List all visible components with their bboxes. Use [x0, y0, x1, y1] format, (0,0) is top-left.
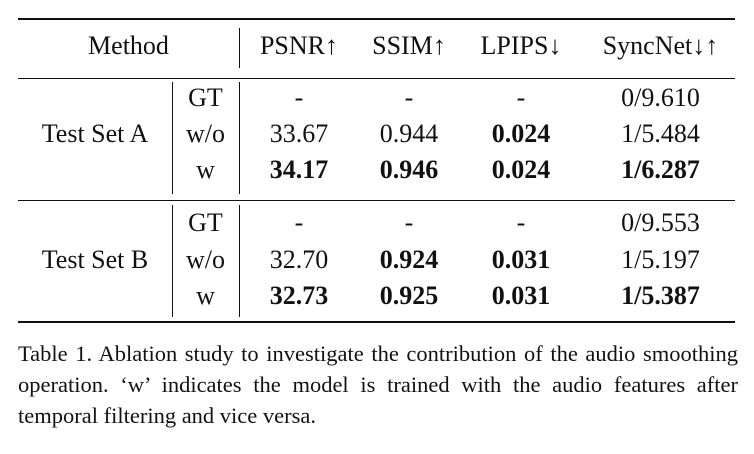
- group-b-row-w-lpips: 0.031: [491, 281, 551, 310]
- group-b-row-gt-variant: GT: [188, 208, 223, 237]
- group-b-row-wo-variant: w/o: [186, 245, 225, 274]
- top-rule: [18, 18, 735, 20]
- group-b-row-gt-psnr: -: [294, 208, 304, 237]
- group-b-row-wo-psnr: 32.70: [269, 245, 329, 274]
- group-a-row-gt-psnr: -: [294, 83, 304, 112]
- group-a-row-w-lpips: 0.024: [491, 155, 551, 184]
- group-a-row-wo-psnr: 33.67: [269, 119, 329, 148]
- group-a-variant-separator: [172, 82, 173, 194]
- table-caption: Table 1. Ablation study to investigate t…: [18, 341, 738, 428]
- group-a-row-gt-syncnet: 0/9.610: [621, 83, 700, 112]
- group-b-name: Test Set B: [41, 245, 149, 274]
- group-a-row-gt-lpips: -: [516, 83, 526, 112]
- header-ssim: SSIM↑: [372, 31, 446, 60]
- group-b-row-w-variant: w: [196, 281, 215, 310]
- group-b-variant-separator: [172, 205, 173, 317]
- header-rule: [18, 78, 735, 79]
- group-a-row-gt-ssim: -: [404, 83, 414, 112]
- group-b-values-separator: [239, 205, 240, 317]
- group-a-row-wo-variant: w/o: [186, 119, 225, 148]
- group-a-row-w-variant: w: [196, 155, 215, 184]
- group-a-row-wo-ssim: 0.944: [379, 119, 439, 148]
- header-psnr: PSNR↑: [259, 31, 339, 60]
- group-b-row-gt-ssim: -: [404, 208, 414, 237]
- group-b-row-gt-lpips: -: [516, 208, 526, 237]
- group-rule: [18, 200, 735, 201]
- header-syncnet: SyncNet↓↑: [602, 31, 719, 60]
- group-a-name: Test Set A: [41, 119, 149, 148]
- group-a-row-wo-syncnet: 1/5.484: [621, 119, 700, 148]
- group-b-row-w-ssim: 0.925: [379, 281, 439, 310]
- group-a-row-w-psnr: 34.17: [269, 155, 329, 184]
- group-a-row-wo-lpips: 0.024: [491, 119, 551, 148]
- bottom-rule: [18, 321, 735, 323]
- header-method-separator: [239, 28, 240, 68]
- group-b-row-wo-lpips: 0.031: [491, 245, 551, 274]
- group-b-row-w-syncnet: 1/5.387: [621, 281, 700, 310]
- group-a-row-w-ssim: 0.946: [379, 155, 439, 184]
- group-b-row-w-psnr: 32.73: [269, 281, 329, 310]
- group-a-row-gt-variant: GT: [188, 83, 223, 112]
- header-lpips: LPIPS↓: [480, 31, 562, 60]
- group-a-row-w-syncnet: 1/6.287: [621, 155, 700, 184]
- ablation-table: Method PSNR↑ SSIM↑ LPIPS↓ SyncNet↓↑ Test…: [18, 18, 735, 323]
- group-a-values-separator: [239, 82, 240, 194]
- group-b-row-wo-ssim: 0.924: [379, 245, 439, 274]
- group-b-row-wo-syncnet: 1/5.197: [621, 245, 700, 274]
- header-method: Method: [88, 31, 169, 60]
- group-b-row-gt-syncnet: 0/9.553: [621, 208, 700, 237]
